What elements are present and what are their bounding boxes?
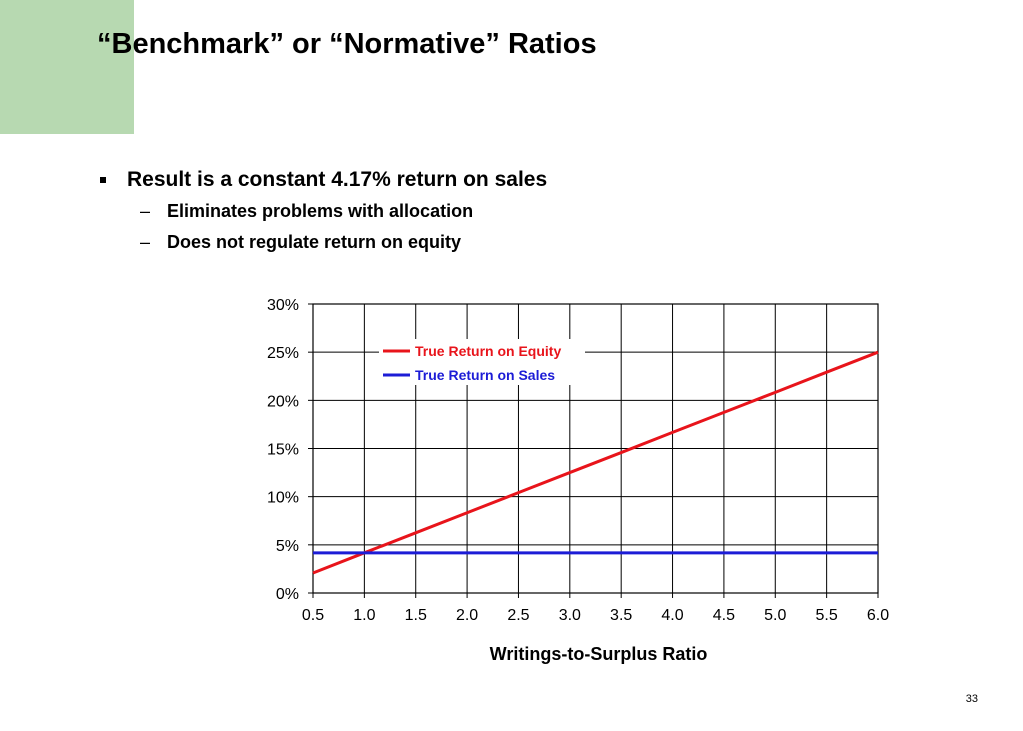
sub-bullet-text: Does not regulate return on equity xyxy=(167,232,462,252)
y-tick-label: 0% xyxy=(276,586,299,603)
y-tick-label: 10% xyxy=(267,490,299,507)
accent-block xyxy=(0,0,134,134)
legend-box xyxy=(379,339,585,385)
sub-bullet-item: – Eliminates problems with allocation xyxy=(140,201,473,222)
bullet-text: Result is a constant 4.17% return on sal… xyxy=(127,168,548,191)
legend-label: True Return on Sales xyxy=(415,367,555,383)
x-axis-label: Writings-to-Surplus Ratio xyxy=(490,644,708,664)
sub-bullet-item: – Does not regulate return on equity xyxy=(140,232,461,253)
legend-label: True Return on Equity xyxy=(415,343,561,359)
y-tick-label: 30% xyxy=(267,297,299,314)
y-tick-label: 25% xyxy=(267,345,299,362)
y-tick-label: 5% xyxy=(276,538,299,555)
y-tick-label: 15% xyxy=(267,442,299,459)
x-tick-label: 1.5 xyxy=(405,607,427,624)
x-tick-label: 2.0 xyxy=(456,607,478,624)
plot-area-frame xyxy=(312,303,879,594)
x-tick-label: 6.0 xyxy=(867,607,889,624)
y-tick-label: 20% xyxy=(267,393,299,410)
sub-bullet-text: Eliminates problems with allocation xyxy=(167,201,474,221)
dash-bullet-icon: – xyxy=(140,201,151,221)
slide-number: 33 xyxy=(965,693,978,705)
x-tick-label: 3.5 xyxy=(610,607,632,624)
x-tick-label: 5.0 xyxy=(764,607,786,624)
dash-bullet-icon: – xyxy=(140,232,151,252)
x-tick-label: 1.0 xyxy=(353,607,375,624)
bullet-item: Result is a constant 4.17% return on sal… xyxy=(100,168,547,192)
series-line xyxy=(312,350,879,575)
x-tick-label: 0.5 xyxy=(302,607,324,624)
x-tick-label: 2.5 xyxy=(507,607,529,624)
square-bullet-icon xyxy=(100,177,106,183)
x-tick-label: 5.5 xyxy=(816,607,838,624)
x-tick-label: 4.0 xyxy=(661,607,683,624)
x-tick-label: 4.5 xyxy=(713,607,735,624)
page-title: “Benchmark” or “Normative” Ratios xyxy=(97,28,597,60)
x-tick-label: 3.0 xyxy=(559,607,581,624)
